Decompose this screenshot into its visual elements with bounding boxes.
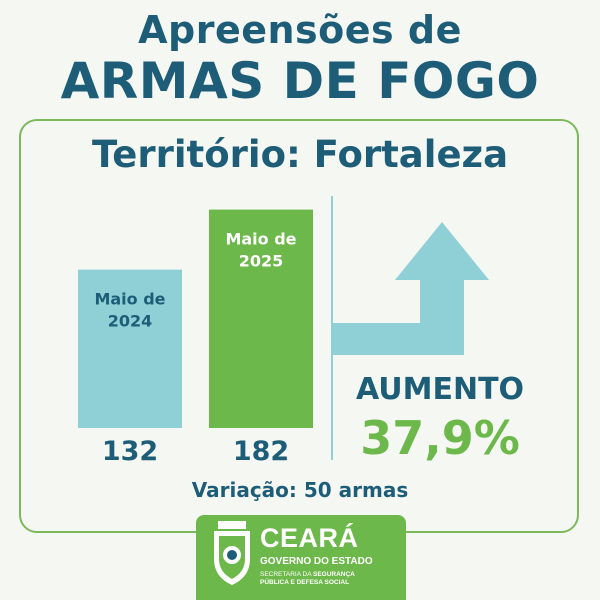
title-line-2: ARMAS DE FOGO	[60, 52, 540, 110]
increase-arrow-icon	[333, 222, 489, 355]
bar-1	[78, 269, 182, 428]
logo-secretaria-bold-2: PÚBLICA E DEFESA SOCIAL	[260, 579, 350, 586]
bar-1-category-line-2: 2024	[108, 312, 153, 331]
government-logo: CEARÁ GOVERNO DO ESTADO SECRETARIA DA SE…	[196, 515, 406, 600]
bar-1-value-label: 132	[102, 436, 158, 467]
logo-secretaria-prefix: SECRETARIA DA	[260, 571, 313, 578]
bar-2	[209, 209, 313, 428]
logo-subtitle: GOVERNO DO ESTADO	[260, 556, 373, 567]
increase-label: AUMENTO	[355, 372, 525, 407]
bars-layer: Maio de 2024 132 Maio de 2025 182	[78, 209, 313, 467]
bar-2-category-line-2: 2025	[239, 252, 284, 271]
logo-name: CEARÁ	[260, 523, 359, 553]
increase-percent: 37,9%	[360, 411, 520, 465]
logo-secretaria-bold-1: SEGURANÇA	[312, 571, 355, 578]
logo-secretaria: SECRETARIA DA SEGURANÇA PÚBLICA E DEFESA …	[260, 571, 400, 587]
bar-2-category-line-1: Maio de	[225, 230, 296, 249]
territory-title: Território: Fortaleza	[91, 133, 509, 176]
state-crest-icon	[214, 521, 250, 585]
variation-text: Variação: 50 armas	[191, 478, 409, 502]
bar-1-category-line-1: Maio de	[94, 290, 165, 309]
bar-2-value-label: 182	[233, 436, 289, 467]
title-line-1: Apreensões de	[138, 8, 462, 52]
